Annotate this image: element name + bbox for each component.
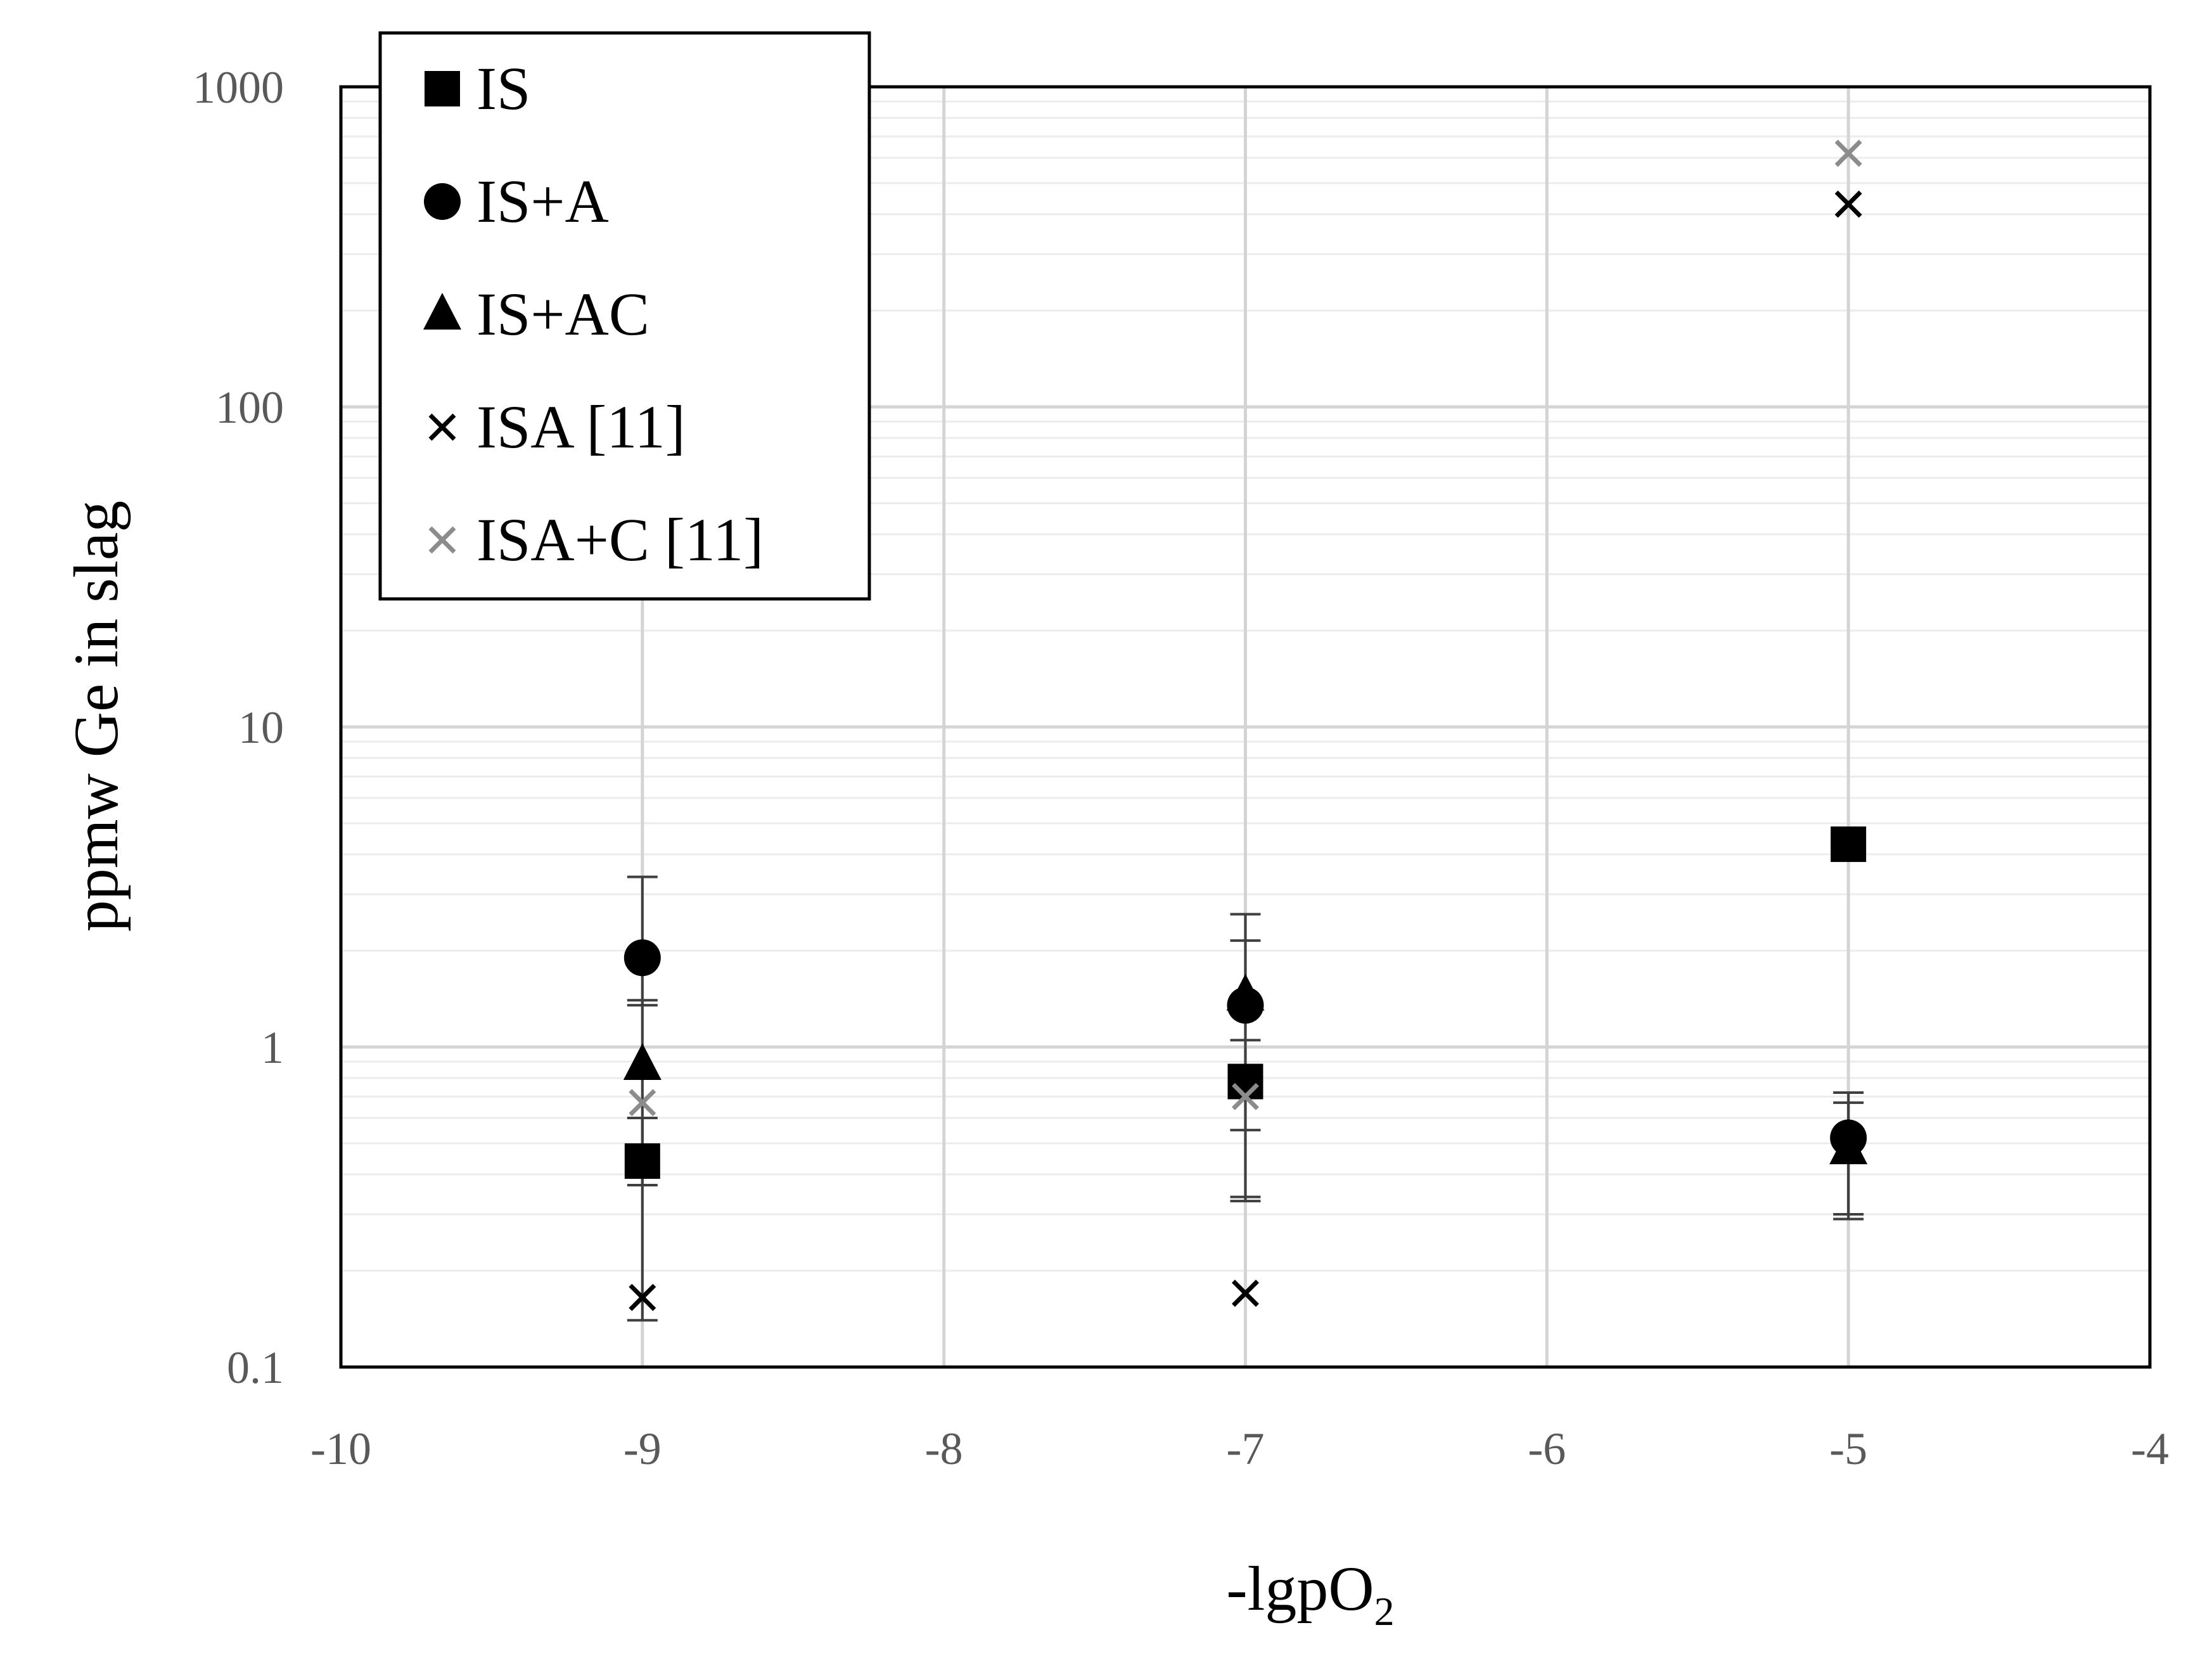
y-axis-title: ppmw Ge in slag xyxy=(61,501,131,932)
triangle-marker xyxy=(1829,1127,1868,1164)
data-point-square xyxy=(1831,826,1867,863)
legend-marker-x xyxy=(428,526,456,554)
x-axis-title-main: -lgpO xyxy=(1226,1553,1374,1624)
legend-label: IS xyxy=(476,55,530,122)
y-tick-labels: 0.1 1 10 100 1000 xyxy=(193,62,284,1393)
data-point-x xyxy=(629,1283,656,1311)
x-tick-labels: -10 -9 -8 -7 -6 -5 -4 xyxy=(310,1423,2169,1474)
data-point-square xyxy=(624,1143,660,1179)
y-tick-label: 1 xyxy=(261,1022,284,1073)
x-tick-label: -10 xyxy=(310,1423,371,1474)
y-tick-label: 0.1 xyxy=(227,1342,284,1393)
legend-marker-square xyxy=(425,71,460,106)
legend-label: ISA [11] xyxy=(476,393,686,461)
y-tick-label: 1000 xyxy=(193,62,284,113)
x-marker-stroke xyxy=(428,413,456,441)
square-marker xyxy=(624,1143,660,1179)
x-tick-label: -8 xyxy=(925,1423,963,1474)
x-marker-stroke xyxy=(428,526,456,554)
x-marker-stroke xyxy=(1232,1280,1259,1307)
x-tick-label: -7 xyxy=(1227,1423,1265,1474)
legend-box xyxy=(378,31,871,601)
data-point-circle xyxy=(623,939,661,977)
legend-items: IS IS+A IS+AC ISA [11] ISA+C [11] xyxy=(423,55,764,574)
x-tick-label: -5 xyxy=(1829,1423,1867,1474)
x-marker-stroke xyxy=(629,1089,656,1117)
square-marker xyxy=(425,71,460,106)
x-marker-stroke xyxy=(1834,190,1862,218)
x-marker-stroke xyxy=(1232,1082,1259,1110)
y-tick-label: 100 xyxy=(215,382,284,433)
x-marker-stroke xyxy=(629,1283,656,1311)
data-point-x xyxy=(1232,1280,1259,1307)
legend-marker-circle xyxy=(424,183,461,220)
circle-marker xyxy=(623,939,661,977)
legend: IS IS+A IS+AC ISA [11] ISA+C [11] xyxy=(378,31,871,601)
x-axis-title: -lgpO2 xyxy=(1226,1553,1394,1634)
y-tick-label: 10 xyxy=(238,702,284,753)
triangle-marker xyxy=(1226,973,1265,1011)
x-marker-stroke xyxy=(1834,139,1862,167)
triangle-marker xyxy=(623,1043,662,1081)
data-points xyxy=(623,139,1868,1311)
legend-label: IS+AC xyxy=(476,280,649,348)
data-point-square xyxy=(1227,1063,1263,1100)
legend-label: ISA+C [11] xyxy=(476,506,764,574)
data-point-x xyxy=(1834,139,1862,167)
plot-frame xyxy=(339,85,2152,1369)
circle-marker xyxy=(424,183,461,220)
legend-label: IS+A xyxy=(476,167,609,235)
legend-marker-triangle xyxy=(423,293,461,330)
x-tick-label: -6 xyxy=(1528,1423,1566,1474)
data-point-triangle xyxy=(623,1043,662,1081)
data-point-triangle xyxy=(1226,973,1265,1011)
square-marker xyxy=(1831,826,1867,863)
legend-marker-x xyxy=(428,413,456,441)
x-tick-label: -4 xyxy=(2131,1423,2169,1474)
x-tick-label: -9 xyxy=(623,1423,662,1474)
data-point-x xyxy=(1232,1082,1259,1110)
x-axis-title-subscript: 2 xyxy=(1374,1589,1395,1634)
data-point-x xyxy=(629,1089,656,1117)
triangle-marker xyxy=(423,293,461,330)
data-point-triangle xyxy=(1829,1127,1868,1164)
square-marker xyxy=(1227,1063,1263,1100)
data-point-x xyxy=(1834,190,1862,218)
